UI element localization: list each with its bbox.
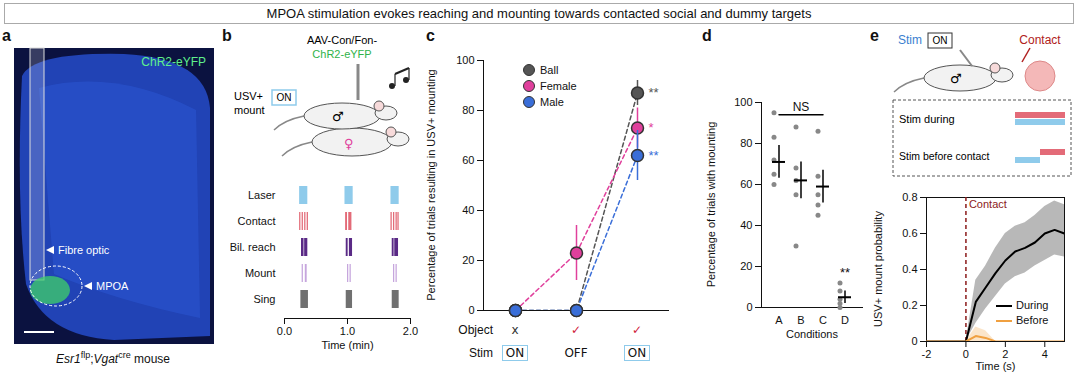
- svg-text:20: 20: [462, 254, 474, 266]
- svg-text:Stim during: Stim during: [899, 113, 955, 125]
- svg-text:80: 80: [462, 104, 474, 116]
- html-text:OFF: OFF: [564, 346, 588, 360]
- svg-text:**: **: [649, 85, 659, 100]
- svg-text:0: 0: [468, 304, 474, 316]
- html-text:Esr1flp; Vgatcremouse: Esr1flp; Vgatcremouse: [55, 350, 170, 366]
- html-text:c: c: [426, 27, 435, 44]
- html-text:Ball: Ball: [540, 64, 559, 76]
- svg-text:0.2: 0.2: [902, 299, 917, 311]
- html-text:b: b: [222, 27, 232, 44]
- svg-text:USV+: USV+: [234, 90, 263, 102]
- svg-text:0.0: 0.0: [277, 325, 292, 337]
- svg-text:**: **: [649, 148, 659, 163]
- svg-text:40: 40: [462, 204, 474, 216]
- svg-text:A: A: [775, 314, 783, 326]
- html-text:Object: Object: [458, 323, 493, 337]
- svg-text:♂: ♂: [950, 71, 962, 86]
- html-text:d: d: [702, 27, 712, 44]
- svg-text:AAV-Con/Fon-: AAV-Con/Fon-: [307, 34, 377, 46]
- svg-text:Laser: Laser: [248, 189, 276, 201]
- svg-text:40: 40: [740, 219, 752, 231]
- svg-text:Mount: Mount: [245, 267, 276, 279]
- html-text:Before: Before: [1016, 314, 1049, 326]
- svg-text:♀: ♀: [344, 136, 354, 151]
- svg-text:Stim before contact: Stim before contact: [899, 150, 990, 162]
- svg-text:4: 4: [1042, 348, 1048, 360]
- svg-text:MPOA: MPOA: [96, 280, 129, 292]
- html-text:MPOA stimulation evokes reachi: MPOA stimulation evokes reaching and mou…: [266, 6, 812, 21]
- svg-text:80: 80: [740, 137, 752, 149]
- svg-text:Bil. reach: Bil. reach: [230, 241, 276, 253]
- svg-text:**: **: [840, 265, 850, 280]
- svg-text:60: 60: [740, 178, 752, 190]
- svg-text:20: 20: [740, 260, 752, 272]
- svg-text:Contact: Contact: [1019, 33, 1061, 47]
- svg-text:60: 60: [462, 154, 474, 166]
- html-text:ON: ON: [505, 346, 525, 360]
- html-text:x: x: [511, 323, 519, 337]
- svg-text:Time (min): Time (min): [321, 339, 373, 351]
- svg-text:B: B: [797, 314, 804, 326]
- html-text:Female: Female: [540, 80, 577, 92]
- html-text:During: During: [1016, 299, 1049, 311]
- svg-text:0.6: 0.6: [902, 227, 917, 239]
- svg-text:ON: ON: [933, 35, 948, 46]
- svg-text:0: 0: [911, 335, 917, 347]
- svg-text:mount: mount: [234, 104, 265, 116]
- svg-text:2: 2: [1002, 348, 1008, 360]
- html-text:e: e: [870, 27, 879, 44]
- svg-text:ChR2-eYFP: ChR2-eYFP: [312, 48, 371, 60]
- html-text:Stim: Stim: [469, 346, 493, 360]
- svg-text:ON: ON: [277, 92, 292, 103]
- html-text:Percentage of trials resulting: Percentage of trials resulting in USV+ m…: [425, 69, 437, 301]
- svg-text:0: 0: [963, 348, 969, 360]
- html-text:Percentage of trials with moun: Percentage of trials with mounting: [705, 121, 717, 288]
- html-text:Male: Male: [540, 96, 564, 108]
- svg-text:*: *: [649, 120, 654, 135]
- svg-text:0.4: 0.4: [902, 263, 917, 275]
- svg-text:♂: ♂: [332, 109, 344, 124]
- svg-text:NS: NS: [793, 100, 810, 114]
- svg-text:Stim: Stim: [898, 33, 922, 47]
- svg-text:100: 100: [456, 54, 474, 66]
- svg-text:1.0: 1.0: [340, 325, 355, 337]
- svg-text:2.0: 2.0: [403, 325, 418, 337]
- html-text:USV+ mount probability: USV+ mount probability: [872, 211, 884, 327]
- svg-text:Contact: Contact: [969, 198, 1007, 210]
- svg-text:ChR2-eYFP: ChR2-eYFP: [141, 55, 206, 69]
- svg-text:Fibre optic: Fibre optic: [58, 244, 110, 256]
- svg-text:Contact: Contact: [238, 215, 276, 227]
- svg-text:Sing: Sing: [253, 293, 275, 305]
- svg-text:D: D: [841, 314, 849, 326]
- svg-text:C: C: [819, 314, 827, 326]
- svg-text:0.8: 0.8: [902, 191, 917, 203]
- svg-text:Conditions: Conditions: [786, 328, 838, 340]
- svg-text:0: 0: [746, 301, 752, 313]
- svg-text:-2: -2: [922, 348, 932, 360]
- html-text:a: a: [2, 27, 11, 44]
- svg-text:100: 100: [734, 96, 752, 108]
- svg-text:Time (s): Time (s): [976, 360, 1016, 372]
- html-text:ON: ON: [627, 346, 647, 360]
